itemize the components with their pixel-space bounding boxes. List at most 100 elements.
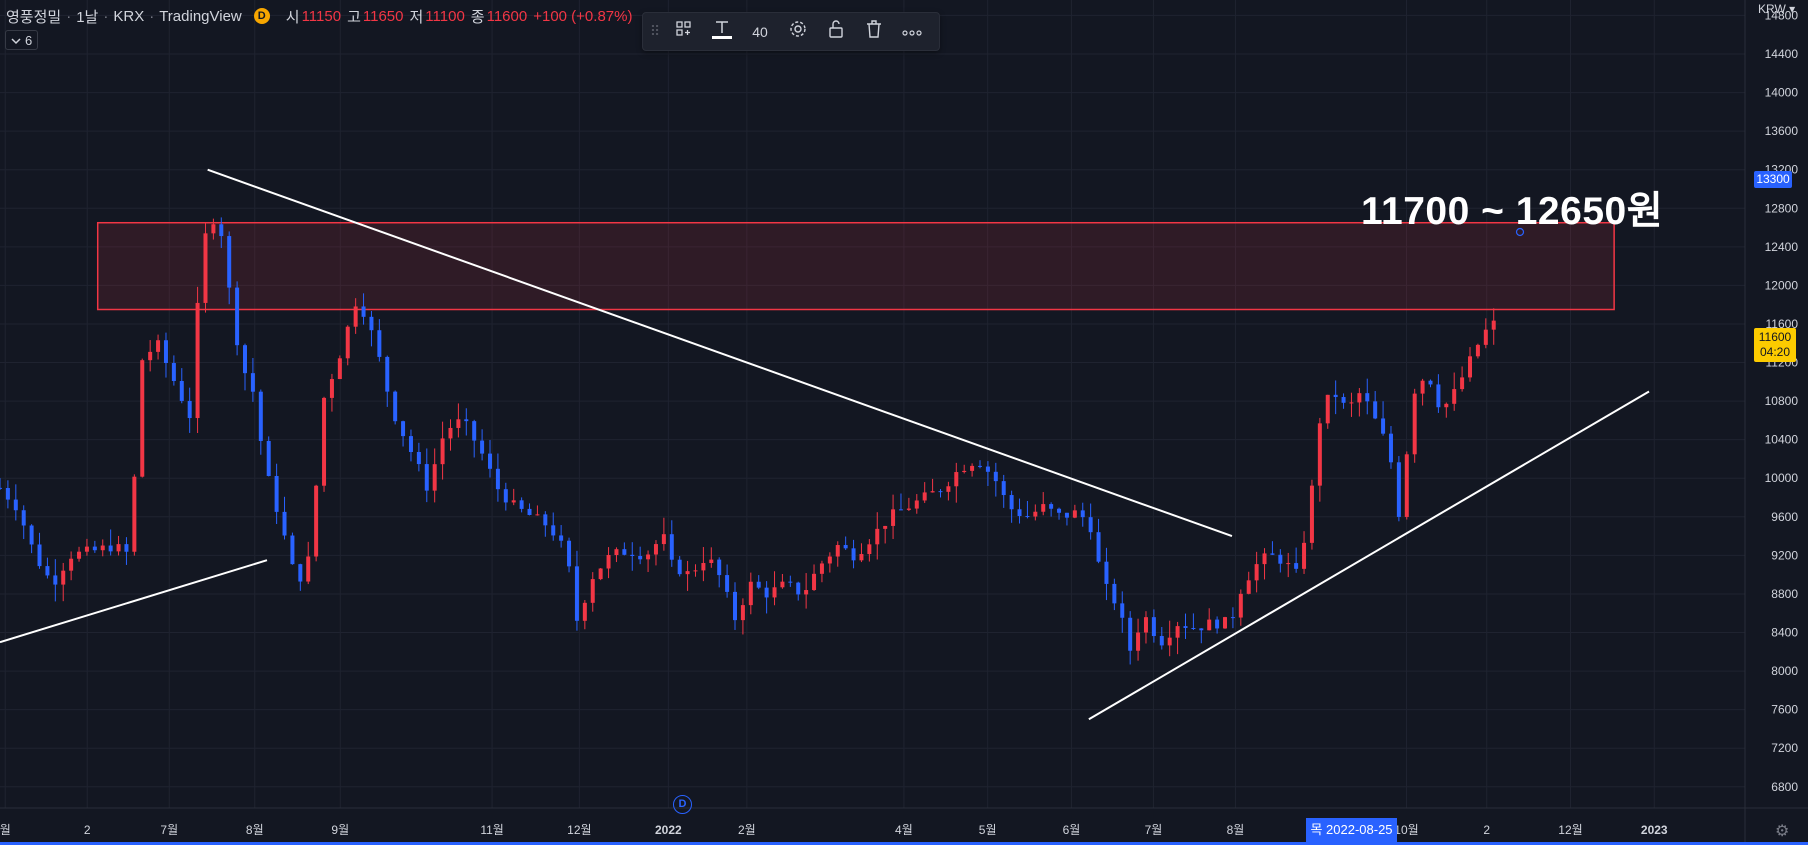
candle-body <box>883 525 888 529</box>
symbol-name[interactable]: 영풍정밀 <box>6 8 62 26</box>
candle-body <box>258 391 263 441</box>
candle-body <box>669 534 674 560</box>
zone-annotation-text[interactable]: 11700 ~ 12650원 <box>1361 190 1664 233</box>
delayed-data-badge[interactable]: D <box>253 8 270 24</box>
chevron-down-icon <box>11 33 21 48</box>
more-button[interactable] <box>893 13 931 50</box>
candle-body <box>582 602 587 621</box>
candle-body <box>914 500 919 509</box>
candle-body <box>361 306 366 317</box>
candle-body <box>717 559 722 576</box>
candle-body <box>298 564 303 582</box>
candle-body <box>1072 510 1077 518</box>
candle-body <box>1325 394 1330 424</box>
font-size-button[interactable]: 40 <box>752 23 768 40</box>
candle-body <box>756 581 761 588</box>
candle-body <box>132 476 137 552</box>
candle-body <box>84 546 89 552</box>
separator-dot: · <box>66 7 72 25</box>
candle-body <box>1151 617 1156 637</box>
candle-body <box>598 568 603 580</box>
candle-body <box>772 587 777 598</box>
last-price-value: 11600 <box>1758 330 1792 344</box>
text-color-button[interactable] <box>703 13 741 50</box>
candle-body <box>1017 509 1022 517</box>
candle-body <box>243 345 248 374</box>
last-price-tag: 11600 04:20 <box>1754 328 1796 362</box>
candle-body <box>827 556 832 564</box>
price-tick-label: 10800 <box>1765 394 1799 408</box>
currency-selector[interactable]: KRW ▾ <box>1758 2 1795 16</box>
uptrend-line <box>0 559 268 644</box>
candle-body <box>875 528 880 545</box>
template-button[interactable] <box>665 13 703 50</box>
gear-icon[interactable]: ⚙ <box>1775 823 1790 840</box>
dividend-marker[interactable]: D <box>673 795 692 814</box>
candle-body <box>819 563 824 574</box>
settings-button[interactable] <box>779 13 817 50</box>
candle-body <box>701 563 706 571</box>
candle-body <box>1483 329 1488 345</box>
candle-body <box>1460 377 1465 390</box>
candle-body <box>1468 356 1473 378</box>
candle-body <box>1420 380 1425 394</box>
price-tick-label: 7200 <box>1771 741 1798 755</box>
price-tick-label: 14000 <box>1765 86 1799 100</box>
candle-body <box>1294 563 1299 569</box>
candle-body <box>646 554 651 560</box>
candle-body <box>677 559 682 575</box>
candle-body <box>401 421 406 437</box>
candle-body <box>1381 418 1386 434</box>
candle-body <box>796 582 801 595</box>
time-tick-label: 5월 <box>979 823 997 837</box>
lock-button[interactable] <box>817 13 855 50</box>
candle-body <box>1278 554 1283 564</box>
candle-body <box>290 535 295 565</box>
candle-body <box>748 581 753 606</box>
candle-body <box>788 581 793 583</box>
price-tick-label: 8800 <box>1771 587 1798 601</box>
interval-label[interactable]: 1날 <box>76 8 99 26</box>
candle-body <box>424 464 429 491</box>
candle-body <box>472 421 477 441</box>
candle-body <box>37 544 42 567</box>
candle-body <box>227 236 232 288</box>
candle-body <box>930 491 935 493</box>
symbol-legend: 영풍정밀 · 1날 · KRX · TradingView D 시 11150 … <box>6 6 632 26</box>
candle-body <box>1373 401 1378 419</box>
candle-body <box>29 525 34 545</box>
candle-body <box>638 555 643 560</box>
drawing-toolbar: ⠿ 40 <box>642 12 940 51</box>
candle-body <box>1159 636 1164 646</box>
candle-body <box>859 554 864 561</box>
candle-body <box>1215 619 1220 629</box>
candle-body <box>685 571 690 575</box>
candle-body <box>614 549 619 556</box>
candle-body <box>922 492 927 501</box>
candle-body <box>377 330 382 357</box>
candle-body <box>733 591 738 621</box>
price-tick-label: 13600 <box>1765 124 1799 138</box>
delete-button[interactable] <box>855 13 893 50</box>
candle-body <box>511 500 516 503</box>
price-tick-label: 10400 <box>1765 433 1799 447</box>
candle-body <box>1112 583 1117 604</box>
candle-body <box>45 566 50 576</box>
price-tick-label: 11600 <box>1766 317 1799 331</box>
time-tick-label: 2 <box>1483 823 1490 837</box>
candle-body <box>274 476 279 512</box>
candle-body <box>393 391 398 422</box>
indicator-count: 6 <box>25 32 33 48</box>
candle-body <box>266 440 271 477</box>
candle-body <box>1025 516 1030 518</box>
time-tick-label: 12월 <box>1558 823 1582 837</box>
candle-body <box>495 468 500 490</box>
indicators-toggle[interactable]: 6 <box>5 30 39 50</box>
candle-body <box>1223 617 1228 629</box>
price-tick-label: 12800 <box>1765 201 1799 215</box>
time-tick-label: 2022 <box>655 823 682 837</box>
candle-body <box>440 438 445 465</box>
drag-handle-icon[interactable]: ⠿ <box>649 23 660 39</box>
candle-body <box>1262 553 1267 565</box>
